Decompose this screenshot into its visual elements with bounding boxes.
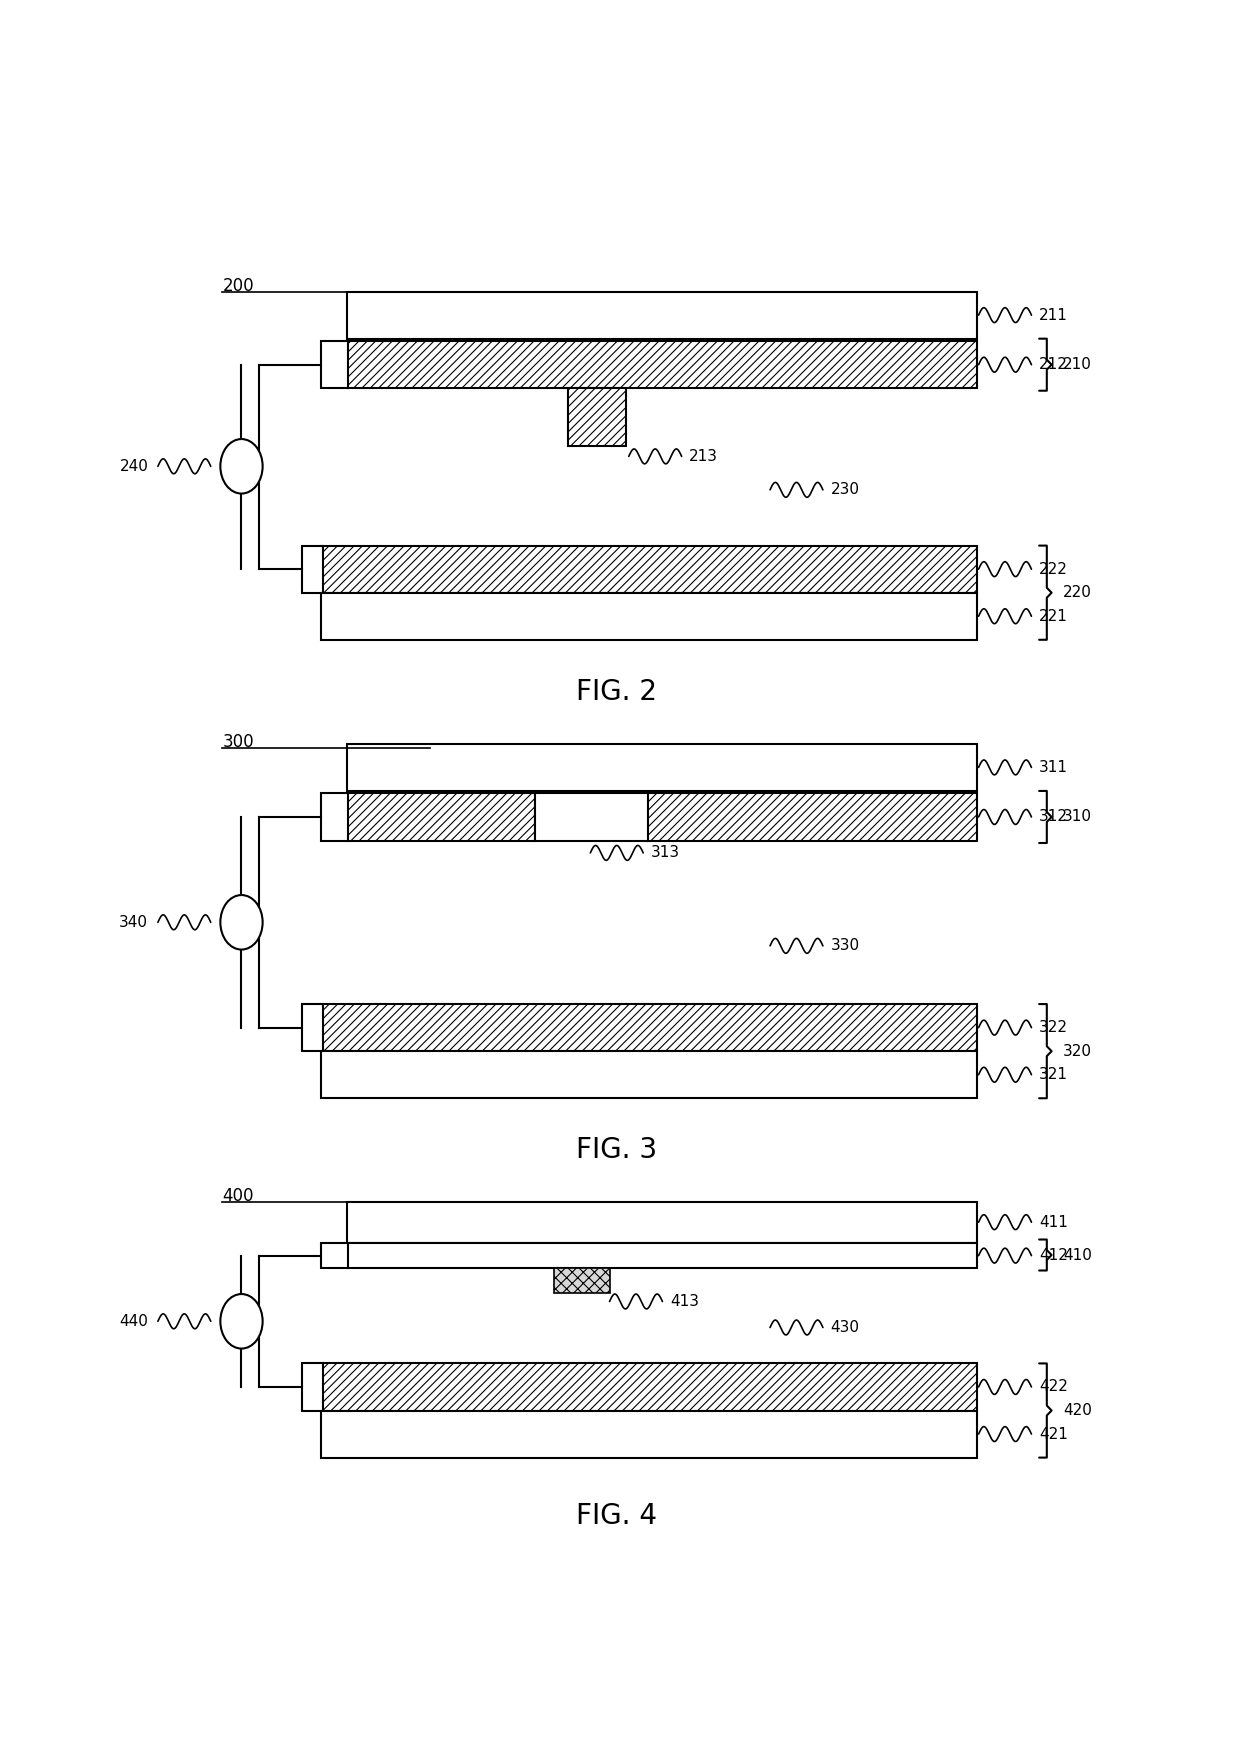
Bar (321, 1363, 977, 1411)
Bar (303, 1005, 324, 1051)
Bar (568, 388, 626, 447)
Text: 410: 410 (1063, 1248, 1092, 1264)
Text: 240: 240 (119, 459, 149, 474)
Text: 411: 411 (1039, 1215, 1068, 1231)
Text: 320: 320 (1063, 1043, 1092, 1058)
Circle shape (221, 1295, 263, 1349)
Text: 400: 400 (222, 1187, 254, 1206)
Text: 413: 413 (670, 1295, 699, 1309)
Circle shape (221, 440, 263, 494)
Text: 222: 222 (1039, 561, 1068, 577)
Bar (303, 546, 324, 593)
Text: 210: 210 (1063, 358, 1092, 372)
Bar (347, 1243, 977, 1269)
Text: 213: 213 (689, 448, 718, 464)
Bar (554, 1269, 610, 1293)
Text: 430: 430 (831, 1319, 859, 1335)
Bar (347, 794, 534, 841)
Text: FIG. 2: FIG. 2 (575, 678, 657, 706)
Bar (647, 794, 977, 841)
Text: FIG. 4: FIG. 4 (575, 1502, 657, 1529)
Text: 230: 230 (831, 483, 859, 497)
Bar (321, 1411, 977, 1458)
Text: 221: 221 (1039, 608, 1068, 624)
Bar (321, 1051, 977, 1098)
Bar (347, 1203, 977, 1243)
Text: 422: 422 (1039, 1380, 1068, 1394)
Text: 340: 340 (119, 914, 149, 930)
Text: 321: 321 (1039, 1067, 1068, 1083)
Text: FIG. 3: FIG. 3 (575, 1137, 657, 1164)
Text: 412: 412 (1039, 1248, 1068, 1264)
Text: 322: 322 (1039, 1020, 1068, 1036)
Text: 200: 200 (222, 276, 254, 295)
Bar (321, 1243, 348, 1269)
Bar (347, 341, 977, 388)
Bar (321, 546, 977, 593)
Text: 440: 440 (119, 1314, 149, 1330)
Bar (347, 744, 977, 791)
Circle shape (221, 895, 263, 949)
Text: 310: 310 (1063, 810, 1092, 824)
Text: 220: 220 (1063, 586, 1092, 600)
Text: 420: 420 (1063, 1403, 1092, 1418)
Bar (321, 593, 977, 640)
Text: 212: 212 (1039, 358, 1068, 372)
Text: 211: 211 (1039, 308, 1068, 323)
Text: 330: 330 (831, 939, 859, 954)
Text: 421: 421 (1039, 1427, 1068, 1441)
Text: 312: 312 (1039, 810, 1068, 824)
Bar (321, 794, 348, 841)
Bar (321, 341, 348, 388)
Text: 313: 313 (651, 845, 680, 860)
Bar (321, 1005, 977, 1051)
Bar (303, 1363, 324, 1411)
Text: 300: 300 (222, 733, 254, 751)
Bar (534, 794, 649, 841)
Text: 311: 311 (1039, 760, 1068, 775)
Bar (347, 292, 977, 339)
